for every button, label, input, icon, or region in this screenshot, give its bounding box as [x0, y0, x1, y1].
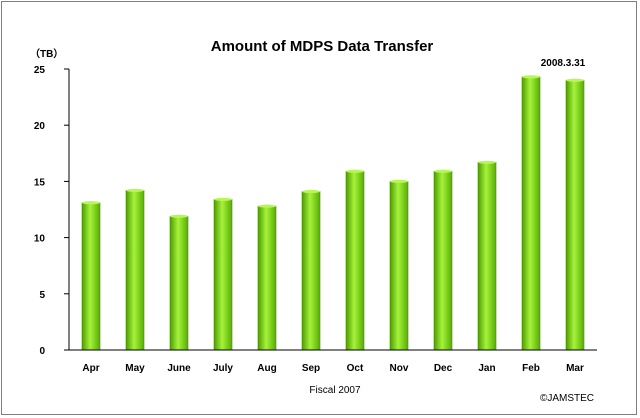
- x-tick-label: Dec: [434, 363, 453, 374]
- x-axis-label: Fiscal 2007: [309, 385, 361, 396]
- y-tick-label: 10: [34, 234, 46, 245]
- y-tick-label: 0: [39, 346, 45, 357]
- date-annotation: 2008.3.31: [541, 58, 586, 69]
- chart-title: Amount of MDPS Data Transfer: [211, 38, 434, 55]
- bar-cap: [258, 204, 276, 208]
- x-tick-label: July: [213, 363, 233, 374]
- bar-oct: [345, 170, 365, 351]
- bar-dec: [433, 170, 453, 351]
- y-axis-unit: （TB）: [30, 47, 63, 60]
- bar-cap: [346, 169, 364, 173]
- bar-june: [169, 215, 189, 351]
- bar-cap: [478, 160, 496, 164]
- bar-cap: [170, 214, 188, 218]
- x-axis-labels: Apr May June July Aug Sep Oct Nov Dec Jan Feb Mar: [82, 363, 584, 374]
- bar-feb: [521, 76, 541, 351]
- bar-july: [213, 199, 233, 351]
- bar-cap: [302, 189, 320, 194]
- bar-aug: [257, 205, 277, 351]
- bar-may: [125, 190, 145, 351]
- x-tick-label: Nov: [390, 363, 409, 374]
- x-tick-label: Sep: [302, 363, 320, 374]
- x-tick-label: Jan: [478, 363, 495, 374]
- y-tick-label: 15: [34, 177, 46, 188]
- x-tick-label: June: [167, 363, 191, 374]
- x-tick-label: Apr: [82, 363, 99, 374]
- x-tick-label: Oct: [347, 363, 364, 374]
- y-tick-label: 20: [34, 121, 46, 132]
- bar-cap: [566, 78, 584, 82]
- y-axis-ticks: 0 5 10 15 20 25: [34, 65, 69, 357]
- x-tick-label: May: [125, 363, 145, 374]
- x-tick-label: Aug: [257, 363, 276, 374]
- bar-nov: [389, 181, 409, 351]
- y-tick-label: 25: [34, 65, 46, 76]
- bar-cap: [214, 197, 232, 201]
- bar-cap: [522, 75, 540, 79]
- x-tick-label: Mar: [566, 363, 584, 374]
- bar-apr: [81, 202, 101, 351]
- bar-mar: [565, 79, 585, 351]
- bar-cap: [126, 188, 144, 192]
- bar-cap: [390, 179, 408, 183]
- bar-jan: [477, 161, 497, 351]
- bar-cap: [82, 201, 100, 205]
- bar-cap: [434, 169, 452, 173]
- y-tick-label: 5: [39, 290, 45, 301]
- copyright-credit: ©JAMSTEC: [540, 393, 594, 404]
- bars-group: [81, 75, 585, 351]
- bar-sep: [301, 191, 321, 351]
- x-tick-label: Feb: [522, 363, 540, 374]
